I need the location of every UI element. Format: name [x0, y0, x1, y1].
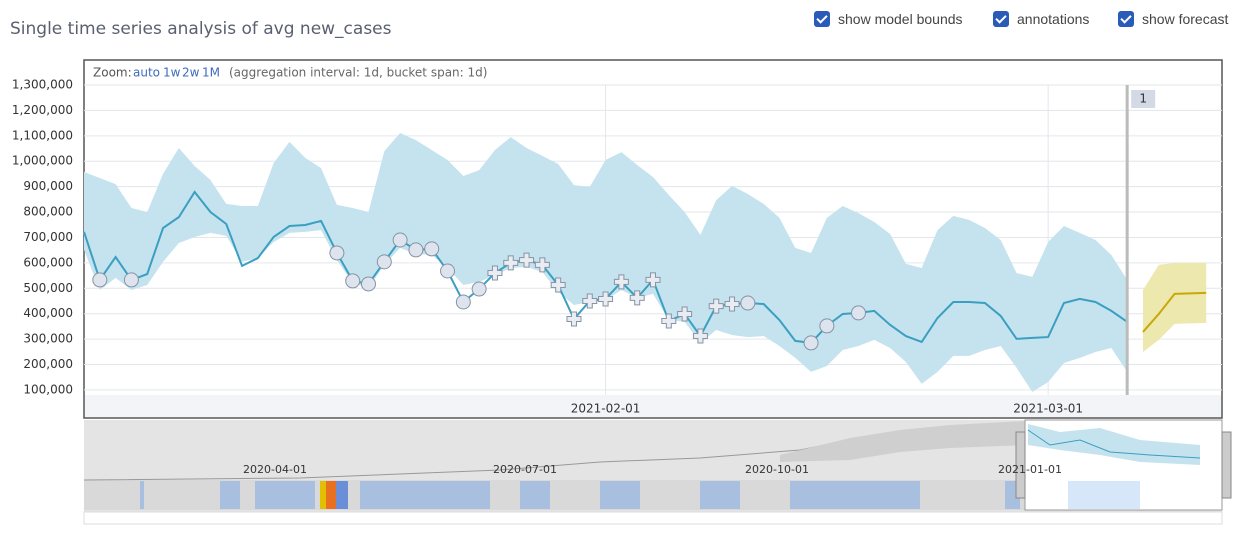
- multi-bucket-marker: [598, 291, 614, 307]
- zoom-option[interactable]: auto: [133, 66, 160, 80]
- anomaly-marker: [392, 232, 408, 248]
- forecast-line: [1142, 291, 1207, 333]
- y-tick-label: 100,000: [23, 382, 73, 396]
- anomaly-marker: [819, 318, 835, 334]
- multi-bucket-marker: [534, 257, 550, 273]
- checkbox-box[interactable]: [1118, 11, 1134, 27]
- anomaly-marker: [123, 272, 139, 288]
- multi-bucket-marker: [550, 277, 566, 293]
- multi-bucket-marker: [566, 311, 582, 327]
- context-brush-line: [1027, 429, 1201, 459]
- y-tick-label: 600,000: [23, 255, 73, 269]
- y-tick-label: 500,000: [23, 281, 73, 295]
- zoom-option[interactable]: 1w: [163, 66, 181, 80]
- anomaly-marker: [440, 263, 456, 279]
- y-tick-label: 900,000: [23, 179, 73, 193]
- checkbox[interactable]: annotations: [993, 11, 1089, 27]
- checkbox[interactable]: show model bounds: [814, 11, 963, 27]
- forecast-bounds: [1142, 262, 1207, 353]
- y-tick-label: 200,000: [23, 357, 73, 371]
- anomaly-marker: [92, 272, 108, 288]
- checkbox-box[interactable]: [814, 11, 830, 27]
- y-tick-label: 300,000: [23, 332, 73, 346]
- y-tick-label: 1,100,000: [12, 128, 73, 142]
- anomaly-marker: [471, 281, 487, 297]
- model-bounds: [84, 133, 1128, 392]
- anomaly-marker: [424, 241, 440, 257]
- annotation-badge: [1131, 90, 1156, 108]
- annotation-label: 1: [1139, 92, 1147, 106]
- y-tick-label: 1,200,000: [12, 103, 73, 117]
- checkbox-label: show model bounds: [838, 11, 963, 27]
- multi-bucket-marker: [708, 298, 724, 314]
- multi-bucket-marker: [613, 274, 629, 290]
- anomaly-marker: [329, 245, 345, 261]
- x-tick-label: 2021-02-01: [571, 402, 641, 416]
- y-tick-label: 1,000,000: [12, 154, 73, 168]
- checkbox-label: annotations: [1017, 11, 1090, 27]
- anomaly-marker: [345, 273, 361, 289]
- multi-bucket-marker: [629, 290, 645, 306]
- swimlane-cell: [326, 481, 336, 509]
- multi-bucket-marker: [487, 265, 503, 281]
- checkbox-box[interactable]: [993, 11, 1009, 27]
- context-tick-label: 2020-04-01: [243, 463, 307, 476]
- zoom-label: Zoom:: [93, 66, 132, 80]
- swimlane-cell: [336, 481, 348, 509]
- multi-bucket-marker: [724, 296, 740, 312]
- anomaly-marker: [361, 276, 376, 292]
- anomaly-marker: [850, 305, 866, 321]
- zoom-info: (aggregation interval: 1d, bucket span: …: [229, 66, 487, 80]
- multi-bucket-marker: [582, 293, 598, 309]
- multi-bucket-marker: [661, 313, 677, 329]
- checkbox-label: show forecast: [1142, 11, 1229, 27]
- anomaly-marker: [408, 242, 424, 258]
- anomaly-marker: [740, 295, 756, 311]
- multi-bucket-marker: [692, 328, 708, 344]
- y-tick-label: 400,000: [23, 306, 73, 320]
- context-tick-label: 2020-07-01: [493, 463, 557, 476]
- plot: 100,000 200,000 300,000 400,000 500,000 600,0…: [12, 78, 1222, 416]
- multi-bucket-marker: [503, 255, 519, 271]
- context-tick-label: 2020-10-01: [745, 463, 809, 476]
- brush-handle[interactable]: [1221, 431, 1232, 499]
- x-tick-label: 2021-03-01: [1013, 402, 1083, 416]
- context-band: [780, 421, 1025, 462]
- multi-bucket-marker: [519, 252, 535, 268]
- brush-handle[interactable]: [1015, 431, 1026, 499]
- swimlane-cell: [1068, 481, 1140, 509]
- checkbox[interactable]: show forecast: [1118, 11, 1228, 27]
- scrollbar[interactable]: [83, 511, 1223, 525]
- context-tick-label: 2021-01-01: [998, 463, 1062, 476]
- swimlane-cell: [320, 481, 326, 509]
- zoom-option[interactable]: 1M: [202, 66, 220, 80]
- context-brush-band: [1028, 424, 1200, 465]
- multi-bucket-marker: [645, 272, 661, 288]
- y-tick-label: 800,000: [23, 205, 73, 219]
- page-title: Single time series analysis of avg new_c…: [10, 19, 392, 39]
- anomaly-marker: [376, 254, 392, 270]
- y-tick-label: 1,300,000: [12, 78, 73, 92]
- multi-bucket-marker: [677, 306, 693, 322]
- y-tick-label: 700,000: [23, 230, 73, 244]
- anomaly-marker: [803, 335, 819, 351]
- anomaly-marker: [455, 294, 471, 310]
- x-axis-band: [85, 395, 1221, 417]
- zoom-option[interactable]: 2w: [182, 66, 200, 80]
